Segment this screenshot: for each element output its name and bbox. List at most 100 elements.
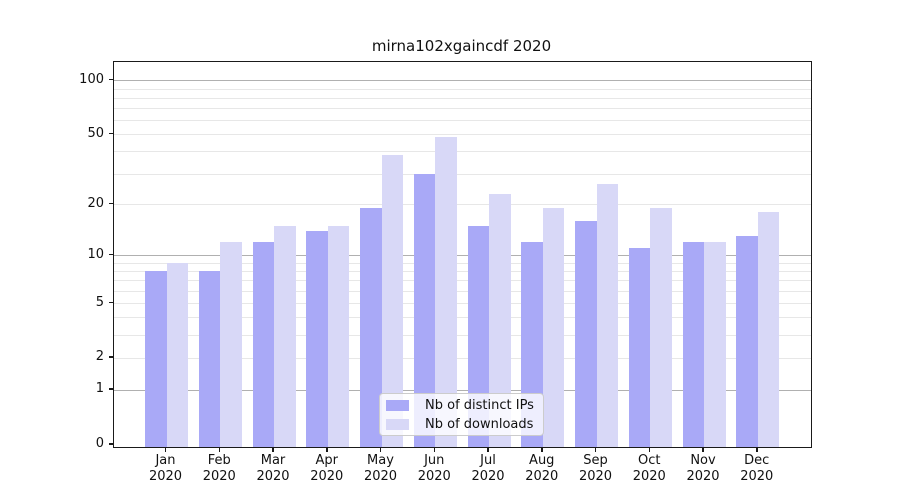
legend-swatch-downloads — [386, 418, 409, 430]
minor-gridline-90 — [114, 88, 811, 90]
minor-gridline-9 — [114, 262, 811, 264]
x-tick-label-oct: Oct 2020 — [621, 453, 677, 485]
bar-downloads-dec — [757, 212, 780, 447]
year-label: 2020 — [417, 469, 451, 484]
x-tick-may — [379, 447, 382, 452]
bar-distinct-ips-oct — [628, 248, 651, 447]
legend-row-downloads: Nb of downloads — [386, 417, 537, 432]
minor-gridline-6 — [114, 290, 811, 292]
minor-gridline-60 — [114, 120, 811, 122]
y-tick-label-10: 10 — [87, 246, 104, 262]
x-tick-jan — [164, 447, 167, 452]
chart-title: mirna102xgaincdf 2020 — [371, 37, 552, 55]
plot-area — [113, 61, 812, 448]
x-tick-label-jul: Jul 2020 — [460, 453, 516, 485]
year-label: 2020 — [310, 469, 344, 484]
bar-downloads-jun — [435, 137, 457, 447]
x-tick-dec — [756, 447, 758, 452]
y-tick-0 — [108, 443, 113, 445]
x-tick-label-mar: Mar 2020 — [245, 453, 301, 485]
month-label: Dec — [744, 453, 770, 468]
year-label: 2020 — [525, 469, 559, 484]
minor-gridline-3 — [114, 335, 811, 337]
x-tick-oct — [648, 447, 650, 452]
x-tick-label-aug: Aug 2020 — [514, 453, 570, 485]
y-tick-2 — [108, 356, 113, 358]
year-label: 2020 — [363, 469, 398, 484]
bar-distinct-ips-apr — [306, 230, 328, 447]
y-tick-10 — [108, 253, 113, 256]
month-label: Jan — [155, 453, 176, 468]
bar-downloads-mar — [274, 225, 296, 447]
bar-downloads-oct — [650, 208, 672, 447]
y-tick-100 — [108, 78, 113, 81]
bar-distinct-ips-jul — [467, 225, 489, 447]
month-label: Nov — [690, 453, 716, 468]
x-tick-mar — [272, 447, 274, 452]
x-tick-label-jun: Jun 2020 — [406, 453, 462, 485]
bar-downloads-feb — [220, 242, 242, 447]
minor-gridline-8 — [114, 271, 811, 273]
y-tick-label-5: 5 — [95, 294, 104, 310]
bar-downloads-jan — [166, 262, 188, 447]
minor-gridline-70 — [114, 108, 811, 110]
y-tick-label-100: 100 — [79, 71, 104, 87]
y-tick-label-50: 50 — [87, 125, 104, 141]
x-tick-nov — [702, 447, 704, 452]
x-tick-label-feb: Feb 2020 — [191, 453, 247, 485]
bar-downloads-jul — [489, 193, 511, 447]
x-tick-sep — [594, 447, 597, 452]
month-label: Sep — [583, 453, 608, 468]
bar-downloads-may — [381, 155, 403, 447]
bar-distinct-ips-dec — [736, 236, 758, 447]
minor-gridline-30 — [114, 173, 811, 175]
year-label: 2020 — [471, 469, 505, 484]
bar-downloads-apr — [327, 225, 350, 447]
month-label: Apr — [315, 453, 339, 468]
year-label: 2020 — [632, 469, 666, 484]
bar-distinct-ips-may — [360, 208, 382, 447]
minor-gridline-80 — [114, 97, 811, 99]
bar-distinct-ips-mar — [252, 242, 274, 447]
y-tick-1 — [108, 388, 113, 390]
minor-gridline-7 — [114, 280, 811, 282]
major-gridline-10 — [114, 255, 811, 257]
y-tick-20 — [108, 202, 113, 205]
y-tick-label-2: 2 — [95, 349, 104, 365]
legend-label-distinct-ips: Nb of distinct IPs — [425, 397, 534, 413]
x-tick-label-nov: Nov 2020 — [675, 453, 731, 485]
bar-distinct-ips-jan — [145, 271, 167, 447]
x-tick-apr — [326, 447, 328, 452]
month-label: Oct — [638, 453, 661, 468]
x-tick-label-sep: Sep 2020 — [568, 453, 624, 485]
year-label: 2020 — [256, 469, 290, 484]
minor-gridline-5 — [114, 303, 811, 305]
x-tick-label-dec: Dec 2020 — [729, 453, 785, 485]
year-label: 2020 — [578, 469, 613, 484]
minor-gridline-2 — [114, 357, 811, 359]
month-label: Jun — [424, 453, 445, 468]
year-label: 2020 — [686, 469, 720, 484]
month-label: Mar — [260, 453, 286, 468]
x-tick-jun — [433, 447, 435, 452]
bar-downloads-aug — [542, 208, 565, 447]
year-label: 2020 — [202, 469, 236, 484]
legend-row-distinct-ips: Nb of distinct IPs — [386, 398, 537, 413]
month-label: Aug — [529, 453, 555, 468]
y-tick-label-1: 1 — [95, 381, 104, 397]
x-tick-feb — [218, 447, 220, 452]
bar-distinct-ips-nov — [682, 242, 704, 447]
x-tick-label-apr: Apr 2020 — [299, 453, 355, 485]
bar-distinct-ips-feb — [198, 271, 221, 447]
y-tick-5 — [108, 301, 113, 304]
x-tick-label-jan: Jan 2020 — [138, 453, 194, 485]
major-gridline-100 — [114, 80, 811, 82]
bar-distinct-ips-jun — [413, 173, 436, 447]
major-gridline-1 — [114, 389, 811, 391]
minor-gridline-4 — [114, 317, 811, 319]
y-tick-label-0: 0 — [95, 436, 104, 451]
year-label: 2020 — [740, 469, 774, 484]
month-label: Feb — [207, 453, 231, 468]
bar-downloads-nov — [704, 242, 726, 447]
